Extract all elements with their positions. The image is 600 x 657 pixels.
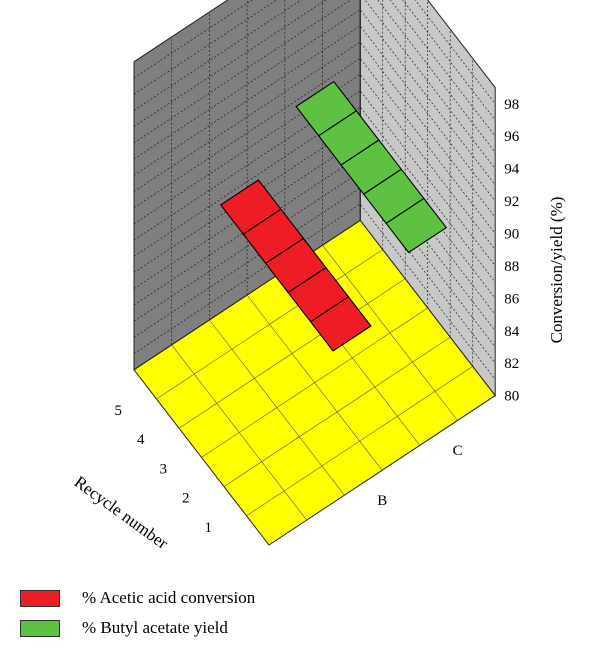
legend-item-butyl: % Butyl acetate yield bbox=[20, 616, 255, 640]
recycle-tick-label: 4 bbox=[137, 432, 145, 448]
z-tick-label: 84 bbox=[504, 324, 520, 340]
legend-swatch-green bbox=[20, 619, 60, 637]
chart-floor bbox=[133, 219, 496, 546]
chart-legend: % Acetic acid conversion % Butyl acetate… bbox=[20, 586, 255, 646]
data-cell-butyl-recycle-5 bbox=[295, 80, 358, 137]
recycle-tick-label: 1 bbox=[205, 520, 213, 536]
z-tick-label: 88 bbox=[504, 259, 519, 275]
chart-data-planes bbox=[219, 80, 448, 352]
chart-walls bbox=[133, 0, 496, 398]
z-tick-label: 90 bbox=[504, 226, 519, 242]
z-tick-label: 92 bbox=[504, 194, 519, 210]
legend-label: % Acetic acid conversion bbox=[82, 588, 256, 607]
z-tick-label: 94 bbox=[504, 162, 520, 178]
z-axis-title: Conversion/yield (%) bbox=[547, 197, 566, 344]
legend-label: % Butyl acetate yield bbox=[82, 618, 228, 637]
recycle-tick-label: 5 bbox=[115, 403, 123, 419]
z-tick-label: 82 bbox=[504, 356, 519, 372]
legend-swatch-red bbox=[20, 589, 60, 607]
recycle-axis-title: Recycle number bbox=[71, 472, 172, 553]
series-tick-label: B bbox=[377, 493, 387, 509]
recycle-tick-label: 2 bbox=[182, 491, 190, 507]
data-cell-acetic-recycle-5 bbox=[219, 179, 282, 235]
z-tick-label: 80 bbox=[504, 389, 519, 405]
z-tick-label: 86 bbox=[504, 291, 520, 307]
z-tick-label: 98 bbox=[504, 97, 519, 113]
recycle-tick-label: 3 bbox=[160, 461, 168, 477]
series-tick-label: C bbox=[453, 443, 463, 459]
z-tick-label: 96 bbox=[504, 129, 520, 145]
floor-gridline bbox=[322, 245, 458, 421]
legend-item-acetic: % Acetic acid conversion bbox=[20, 586, 255, 610]
